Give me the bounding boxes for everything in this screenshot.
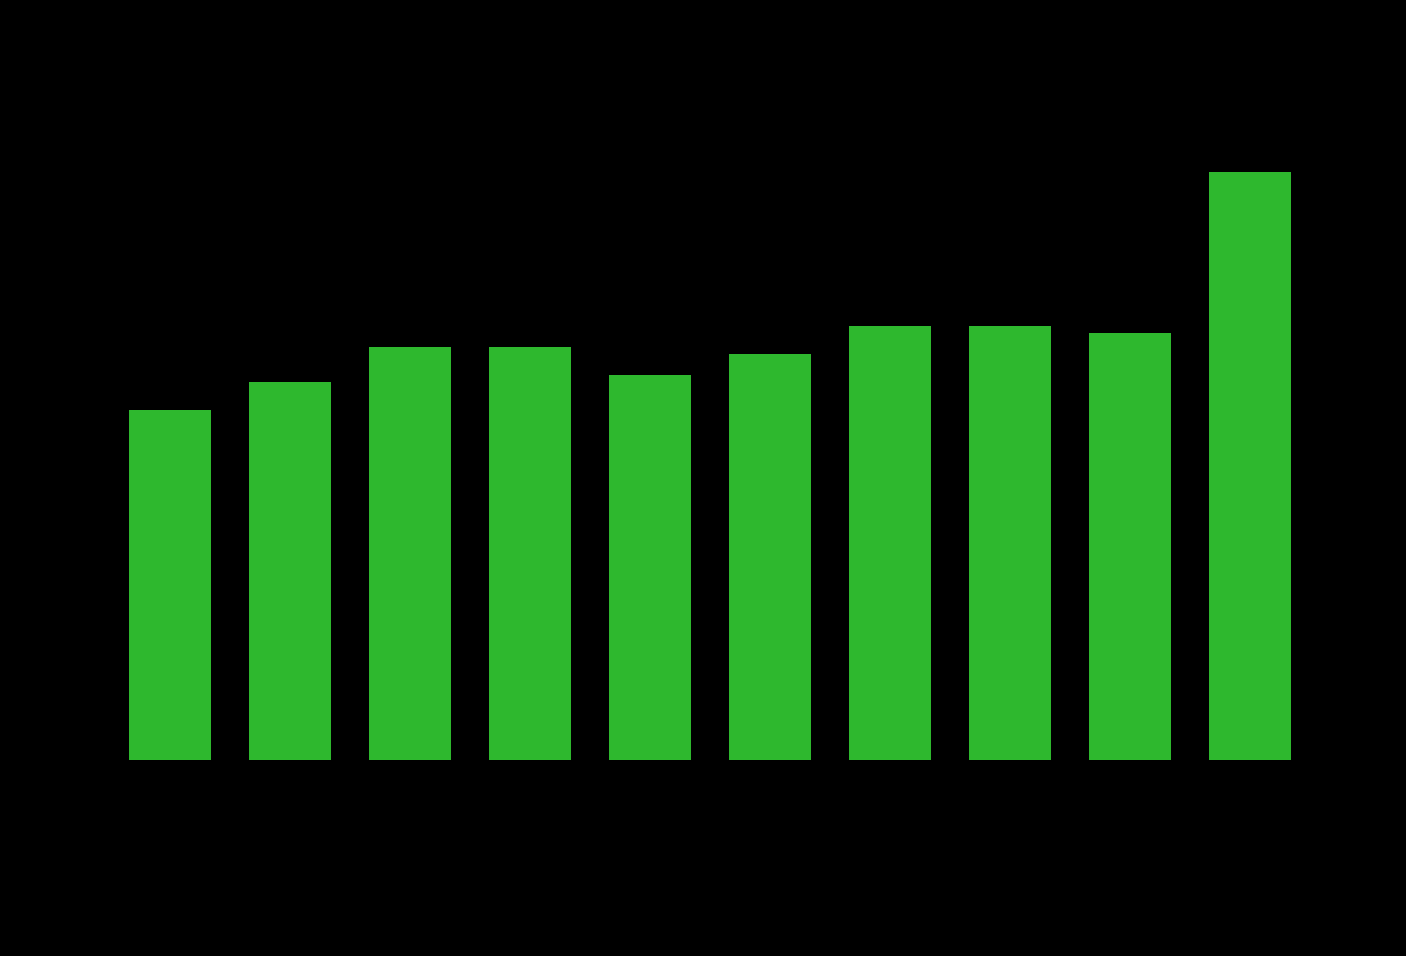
- bar-2: [369, 347, 451, 760]
- bar-4: [609, 375, 691, 760]
- bar-6: [849, 326, 931, 760]
- bar-3: [489, 347, 571, 760]
- bars-area: [100, 60, 1320, 760]
- bar-5: [729, 354, 811, 760]
- bar-chart: [100, 60, 1320, 760]
- bar-7: [969, 326, 1051, 760]
- bar-1: [249, 382, 331, 760]
- bar-8: [1089, 333, 1171, 760]
- bar-9: [1209, 172, 1291, 760]
- bar-0: [129, 410, 211, 760]
